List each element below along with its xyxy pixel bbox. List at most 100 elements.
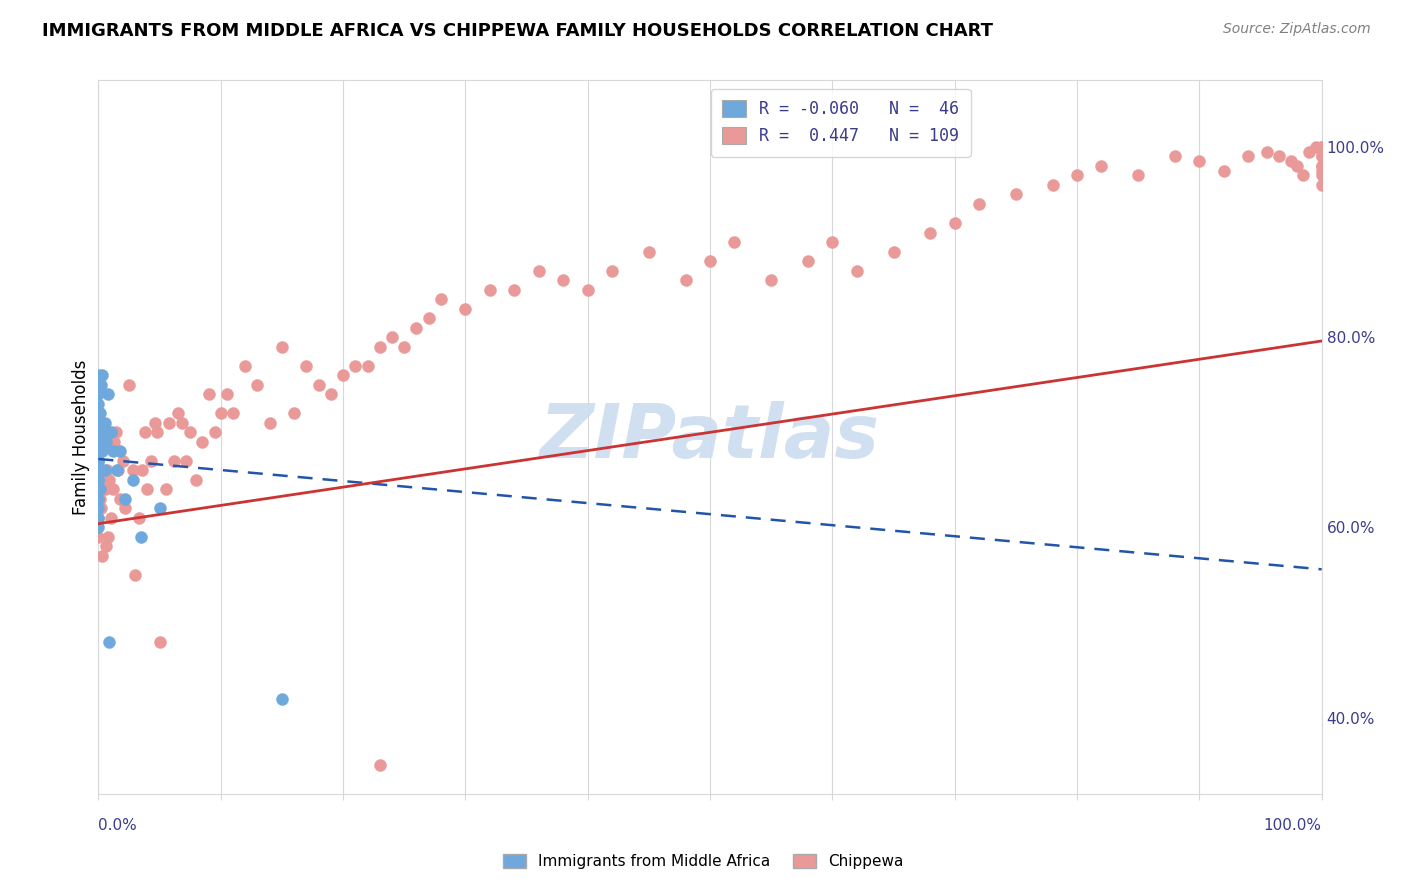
Point (89, 483, 111, 497)
Point (222, 406, 245, 420)
Point (121, 473, 143, 487)
Point (1279, 154, 1302, 169)
Point (1237, 149, 1260, 163)
Point (246, 377, 269, 392)
Point (723, 235, 745, 249)
Point (527, 263, 550, 277)
Point (139, 454, 162, 468)
Point (100, 511, 122, 525)
Point (319, 387, 342, 401)
Point (967, 197, 990, 211)
Point (1292, 169, 1315, 183)
Point (89, 406, 111, 420)
Point (1310, 178, 1333, 192)
Point (1042, 178, 1064, 192)
Point (943, 216, 966, 230)
Point (87, 491, 110, 506)
Point (1286, 159, 1309, 173)
Point (87, 406, 110, 420)
Point (553, 273, 575, 287)
Point (87, 463, 110, 477)
Point (93, 483, 115, 497)
Point (105, 463, 128, 477)
Point (503, 283, 526, 297)
Point (100, 425, 122, 440)
Point (797, 254, 820, 268)
Point (97, 387, 120, 401)
Point (98, 634, 121, 648)
Point (163, 454, 186, 468)
Point (1310, 149, 1333, 163)
Point (143, 416, 166, 430)
Point (1256, 145, 1278, 159)
Point (87, 368, 110, 383)
Point (87, 530, 110, 544)
Point (101, 483, 124, 497)
Point (107, 463, 129, 477)
Point (478, 283, 501, 297)
Point (89, 473, 111, 487)
Legend: R = -0.060   N =  46, R =  0.447   N = 109: R = -0.060 N = 46, R = 0.447 N = 109 (711, 88, 970, 157)
Point (170, 416, 193, 430)
Point (89, 491, 111, 506)
Point (1090, 159, 1112, 173)
Point (118, 377, 141, 392)
Point (204, 425, 226, 440)
Point (96, 463, 118, 477)
Point (104, 425, 127, 440)
Point (87, 454, 110, 468)
Point (87, 511, 110, 525)
Text: Source: ZipAtlas.com: Source: ZipAtlas.com (1223, 22, 1371, 37)
Point (146, 425, 169, 440)
Point (124, 568, 146, 582)
Point (576, 283, 599, 297)
Text: ZIPatlas: ZIPatlas (540, 401, 880, 474)
Point (110, 444, 132, 458)
Point (167, 406, 190, 420)
Point (87, 444, 110, 458)
Point (368, 340, 391, 354)
Point (1305, 140, 1327, 154)
Point (121, 463, 143, 477)
Point (129, 530, 152, 544)
Point (87, 520, 110, 534)
Point (381, 330, 404, 344)
Point (845, 263, 868, 277)
Point (98, 473, 121, 487)
Text: 0.0%: 0.0% (98, 818, 138, 832)
Point (114, 501, 136, 516)
Point (87, 463, 110, 477)
Point (87, 397, 110, 411)
Point (283, 406, 305, 420)
Point (128, 511, 150, 525)
Y-axis label: Family Households: Family Households (72, 359, 90, 515)
Point (87, 377, 110, 392)
Point (136, 483, 159, 497)
Point (87, 501, 110, 516)
Point (1066, 169, 1088, 183)
Point (93, 416, 115, 430)
Point (259, 416, 281, 430)
Point (1004, 187, 1026, 202)
Point (1188, 154, 1211, 169)
Point (1310, 140, 1333, 154)
Point (699, 254, 721, 268)
Point (295, 359, 318, 373)
Point (91, 425, 114, 440)
Point (430, 292, 453, 306)
Point (368, 758, 391, 772)
Point (87, 454, 110, 468)
Point (155, 483, 177, 497)
Point (90, 501, 112, 516)
Point (96, 425, 118, 440)
Point (149, 501, 172, 516)
Point (638, 244, 661, 259)
Point (87, 416, 110, 430)
Point (209, 406, 232, 420)
Point (149, 634, 172, 648)
Point (87, 425, 110, 440)
Point (186, 473, 208, 487)
Point (176, 454, 198, 468)
Point (1268, 149, 1291, 163)
Point (87, 387, 110, 401)
